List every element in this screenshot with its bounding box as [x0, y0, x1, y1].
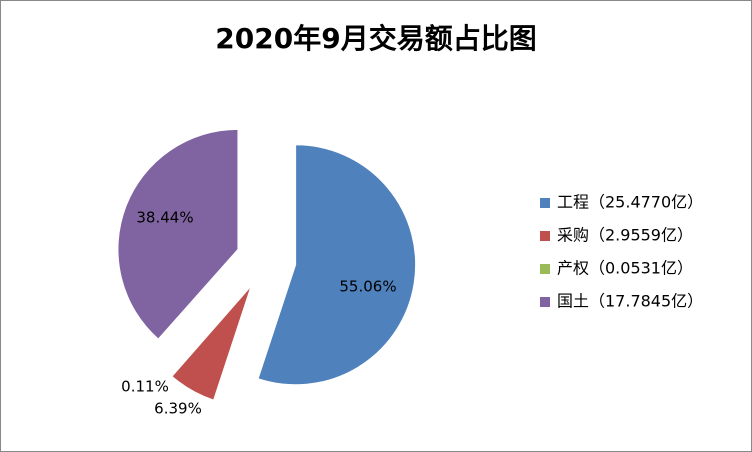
- pie-slice: [117, 128, 239, 340]
- chart-title: 2020年9月交易额占比图: [215, 22, 536, 55]
- legend-label: 产权（0.0531亿）: [557, 259, 693, 278]
- legend-swatch: [540, 264, 550, 274]
- data-label: 6.39%: [154, 400, 202, 418]
- data-label: 38.44%: [136, 209, 193, 227]
- pie-slice: [257, 144, 417, 386]
- pie-slice: [165, 282, 247, 374]
- legend-label: 采购（2.9559亿）: [557, 226, 693, 245]
- legend-label: 工程（25.4770亿）: [557, 193, 703, 212]
- legend-swatch: [540, 297, 550, 307]
- legend-swatch: [540, 231, 550, 241]
- data-label: 55.06%: [339, 278, 396, 296]
- legend-label: 国土（17.7845亿）: [557, 292, 703, 311]
- legend-swatch: [540, 198, 550, 208]
- data-label: 0.11%: [121, 378, 169, 396]
- pie-slice: [171, 285, 252, 401]
